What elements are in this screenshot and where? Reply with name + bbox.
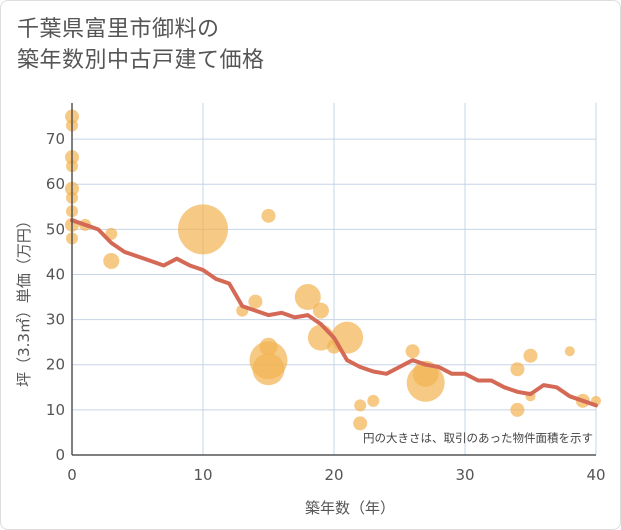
data-bubble (105, 227, 118, 240)
data-bubble (248, 294, 263, 309)
trend-layer (70, 218, 598, 408)
x-tick-label: 10 (193, 466, 212, 484)
y-tick-label: 0 (55, 446, 65, 464)
x-tick-label: 20 (324, 466, 343, 484)
trend-line (70, 218, 598, 408)
data-bubble (405, 344, 420, 359)
y-tick-label: 60 (46, 175, 65, 193)
x-axis-label: 築年数（年） (305, 499, 395, 517)
data-bubble (523, 348, 538, 363)
data-bubble (406, 363, 445, 402)
data-bubble (510, 362, 525, 377)
chart-title-line-2: 築年数別中古戸建て価格 (17, 48, 265, 73)
size-note: 円の大きさは、取引のあった物件面積を示す (363, 431, 593, 445)
data-bubble (261, 208, 276, 223)
data-bubble (312, 302, 329, 319)
y-tick-label: 30 (46, 311, 65, 329)
data-bubble (103, 252, 120, 269)
x-tick-label: 30 (455, 466, 474, 484)
y-tick-label: 50 (46, 220, 65, 238)
data-bubble (367, 394, 380, 407)
grid (72, 103, 597, 455)
y-tick-label: 10 (46, 401, 65, 419)
data-bubble (353, 416, 368, 431)
data-bubble (510, 402, 525, 417)
chart-title-line-1: 千葉県富里市御料の (17, 17, 220, 42)
y-tick-label: 40 (46, 265, 65, 283)
y-axis-label: 坪（3.3㎡）単価（万円） (15, 213, 33, 387)
data-bubble (294, 284, 321, 311)
axes: 0 10 20 30 40 50 60 70 0 10 20 30 40 (46, 103, 606, 484)
x-tick-label: 0 (67, 466, 77, 484)
bubble-layer (65, 109, 601, 431)
chart-title: 千葉県富里市御料の 築年数別中古戸建て価格 (17, 14, 265, 76)
data-bubble (564, 346, 575, 357)
x-tick-label: 40 (586, 466, 605, 484)
data-bubble (252, 353, 285, 386)
data-bubble (354, 399, 367, 412)
data-bubble (178, 204, 228, 255)
y-tick-label: 70 (46, 130, 65, 148)
y-tick-label: 20 (46, 356, 65, 374)
